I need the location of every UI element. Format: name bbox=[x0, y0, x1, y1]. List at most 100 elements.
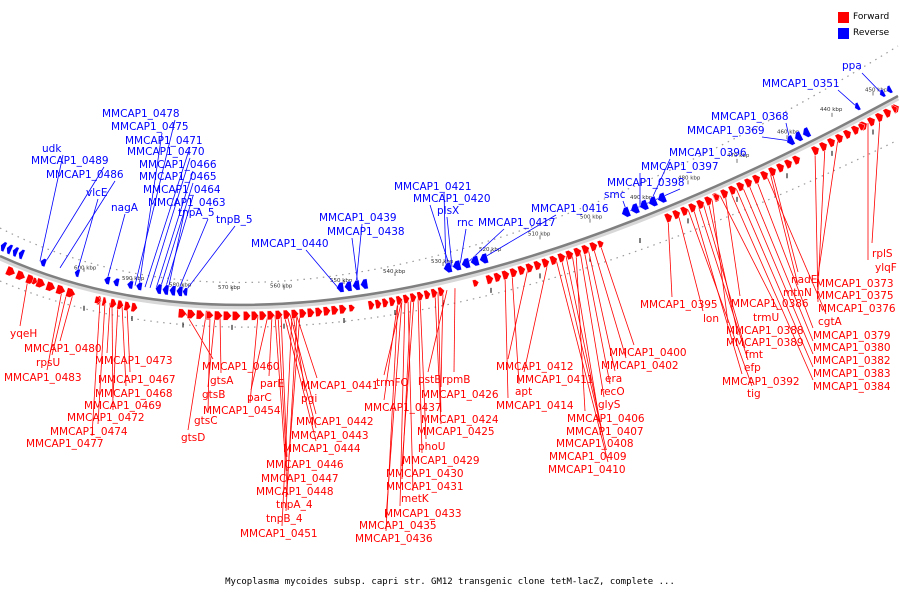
gene-label-mmcap1-0444: MMCAP1_0444 bbox=[283, 443, 361, 455]
forward-gene-arrow bbox=[687, 202, 697, 214]
reverse-gene-arrow bbox=[103, 276, 112, 286]
tick-label: 560 kbp bbox=[270, 284, 293, 290]
gene-label-mmcap1-0430: MMCAP1_0430 bbox=[386, 468, 464, 480]
forward-gene-arrow bbox=[775, 162, 785, 174]
gene-label-tig: tig bbox=[747, 388, 761, 400]
forward-gene-arrow bbox=[564, 250, 574, 261]
forward-gene-arrow bbox=[735, 181, 745, 192]
gene-label-mmcap1-0431: MMCAP1_0431 bbox=[386, 481, 464, 493]
gene-label-vlce: vlcE bbox=[86, 187, 108, 199]
tick-label: 600 kbp bbox=[74, 266, 97, 272]
tick-label: 520 kbp bbox=[479, 247, 502, 253]
forward-gene-arrow bbox=[596, 240, 605, 249]
forward-gene-arrow bbox=[501, 270, 510, 281]
forward-gene-arrow bbox=[524, 262, 534, 274]
leader-line bbox=[138, 132, 163, 287]
gene-label-mmcap1-0489: MMCAP1_0489 bbox=[31, 155, 109, 167]
leader-line bbox=[111, 303, 114, 411]
reverse-gene-arrow bbox=[6, 244, 14, 255]
gene-label-mmcap1-0429: MMCAP1_0429 bbox=[402, 455, 480, 467]
forward-gene-arrow bbox=[588, 241, 598, 252]
leader-line bbox=[44, 166, 105, 264]
forward-gene-arrow bbox=[703, 195, 713, 207]
leader-line bbox=[761, 136, 791, 142]
forward-gene-arrow bbox=[322, 306, 331, 317]
leader-line bbox=[59, 293, 74, 342]
reverse-gene-arrow bbox=[802, 126, 812, 138]
leader-line bbox=[97, 301, 106, 425]
forward-gene-arrow bbox=[330, 305, 339, 316]
reverse-gene-arrow bbox=[621, 206, 632, 218]
leader-line bbox=[459, 228, 467, 266]
forward-gene-arrow bbox=[195, 309, 205, 320]
leader-line bbox=[51, 291, 68, 356]
gene-label-mmcap1-0468: MMCAP1_0468 bbox=[95, 388, 173, 400]
gene-label-reco: recO bbox=[600, 386, 625, 398]
forward-gene-arrow bbox=[437, 286, 445, 297]
gene-label-mmcap1-0396: MMCAP1_0396 bbox=[669, 147, 747, 159]
leader-line bbox=[429, 204, 451, 268]
gene-label-mmcap1-0375: MMCAP1_0375 bbox=[816, 290, 894, 302]
gene-label-mmcap1-0388: MMCAP1_0388 bbox=[726, 325, 804, 337]
reverse-gene-arrow bbox=[443, 261, 453, 274]
forward-gene-arrow bbox=[259, 310, 267, 321]
reverse-gene-arrow bbox=[630, 202, 641, 214]
leader-line bbox=[159, 182, 194, 290]
gene-label-mmcap1-0480: MMCAP1_0480 bbox=[24, 343, 102, 355]
forward-gene-arrow bbox=[290, 309, 299, 319]
leader-line bbox=[592, 246, 627, 359]
leader-line bbox=[417, 296, 423, 454]
gene-label-mmcap1-0443: MMCAP1_0443 bbox=[291, 430, 369, 442]
gene-label-mmcap1-0384: MMCAP1_0384 bbox=[813, 381, 891, 393]
legend: Forward Reverse bbox=[838, 9, 889, 41]
leader-line bbox=[285, 313, 298, 512]
leader-line bbox=[571, 253, 601, 425]
forward-gene-arrow bbox=[663, 212, 673, 224]
gene-label-rpsu: rpsU bbox=[36, 357, 60, 369]
reverse-gene-arrow bbox=[12, 246, 20, 258]
tick-label: 480 kbp bbox=[678, 175, 701, 181]
leader-line bbox=[523, 261, 549, 373]
reverse-gene-arrow bbox=[336, 281, 345, 293]
forward-gene-arrow bbox=[671, 209, 681, 220]
gene-label-mmcap1-0417: MMCAP1_0417 bbox=[478, 217, 556, 229]
gene-label-mmcap1-0402: MMCAP1_0402 bbox=[601, 360, 679, 372]
gene-label-parc: parC bbox=[247, 392, 272, 404]
leader-line bbox=[283, 314, 317, 442]
figure-title: Mycoplasma mycoides subsp. capri str. GM… bbox=[225, 577, 675, 587]
gene-label-yqeh: yqeH bbox=[10, 328, 37, 340]
leader-line bbox=[46, 290, 63, 371]
leader-line bbox=[583, 249, 611, 385]
forward-gene-arrow bbox=[540, 257, 550, 269]
forward-gene-arrow bbox=[348, 304, 356, 313]
forward-leader-lines bbox=[19, 116, 881, 532]
forward-gene-arrow bbox=[857, 122, 865, 132]
forward-gene-arrow bbox=[509, 267, 518, 278]
gene-label-ylqf: ylqF bbox=[875, 262, 897, 274]
forward-gene-arrow bbox=[517, 265, 526, 276]
legend-label-reverse: Reverse bbox=[853, 28, 890, 38]
forward-gene-arrow bbox=[409, 292, 417, 303]
forward-gene-labels: rplSylqFMMCAP1_0373MMCAP1_0375MMCAP1_037… bbox=[4, 248, 897, 545]
leader-line bbox=[144, 146, 191, 288]
gene-label-tnpb-4: tnpB_4 bbox=[266, 513, 303, 525]
reverse-gene-arrow bbox=[126, 280, 134, 290]
forward-gene-arrow bbox=[791, 155, 801, 166]
gene-label-trmfo: trmFO bbox=[376, 377, 409, 389]
gene-label-mmcap1-0400: MMCAP1_0400 bbox=[609, 347, 687, 359]
gene-label-mmcap1-0451: MMCAP1_0451 bbox=[240, 528, 318, 540]
leader-line bbox=[249, 315, 259, 404]
gene-label-rnc: rnc bbox=[457, 217, 474, 229]
reverse-gene-arrow bbox=[74, 268, 81, 278]
gene-label-mmcap1-0447: MMCAP1_0447 bbox=[261, 473, 339, 485]
gene-label-pstb: pstB bbox=[418, 374, 441, 386]
forward-gene-arrow bbox=[381, 298, 389, 308]
forward-gene-arrow bbox=[243, 311, 251, 321]
leader-line bbox=[289, 314, 317, 415]
gene-label-mmcap1-0373: MMCAP1_0373 bbox=[816, 278, 894, 290]
leader-line bbox=[434, 292, 442, 425]
leader-line bbox=[817, 138, 839, 277]
leader-line bbox=[504, 274, 509, 399]
gene-label-mmcap1-0439: MMCAP1_0439 bbox=[319, 212, 397, 224]
